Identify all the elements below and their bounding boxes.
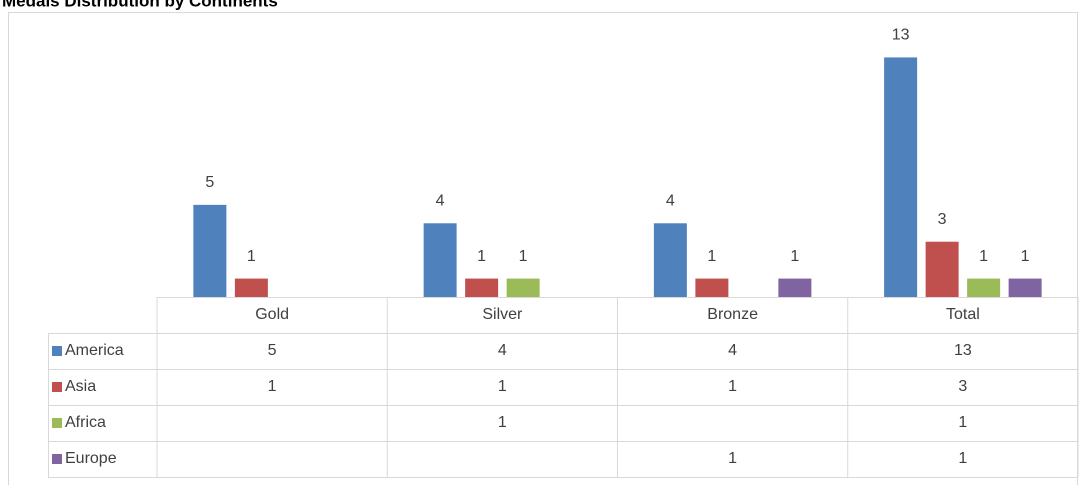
bar [884,57,918,297]
bar [465,278,499,297]
legend-label: Europe [65,450,117,467]
table-cell: 4 [728,342,737,359]
table-cell: 5 [268,342,277,359]
table-cell: 1 [728,378,737,395]
category-label: Silver [482,306,523,323]
table-cell: 1 [728,450,737,467]
table-cell: 3 [958,378,967,395]
table-cell: 1 [268,378,277,395]
legend-key [52,418,62,428]
legend-key [52,382,62,392]
data-label: 5 [205,174,214,191]
chart-border [8,12,1078,485]
table-cell: 1 [958,414,967,431]
data-label: 1 [1021,248,1030,265]
bar [423,223,457,297]
table-cell: 1 [498,414,507,431]
data-label: 3 [938,211,947,228]
category-label: Total [946,306,980,323]
data-label: 13 [892,27,910,44]
table-cell: 1 [958,450,967,467]
bar [925,241,959,297]
table-cell: 4 [498,342,507,359]
data-label: 1 [979,248,988,265]
data-label: 1 [707,248,716,265]
category-label: Bronze [707,306,758,323]
bar [695,278,729,297]
bar [193,204,227,297]
legend-label: Asia [65,378,96,395]
bar [506,278,540,297]
legend-key [52,346,62,356]
bar [1008,278,1042,297]
category-label: Gold [255,306,289,323]
table-cell: 1 [498,378,507,395]
data-label: 1 [477,248,486,265]
table-cell: 13 [954,342,972,359]
bar [653,223,687,297]
data-label: 4 [436,193,445,210]
legend-label: Africa [65,414,106,431]
data-label: 1 [790,248,799,265]
legend-key [52,454,62,464]
data-label: 1 [519,248,528,265]
data-label: 4 [666,193,675,210]
chart-title: Medals Distribution by Continents [2,0,278,10]
legend-label: America [65,342,124,359]
bar [234,278,268,297]
data-label: 1 [247,248,256,265]
bar [967,278,1001,297]
bar [778,278,812,297]
